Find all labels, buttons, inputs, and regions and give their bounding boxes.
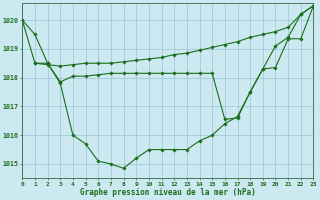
X-axis label: Graphe pression niveau de la mer (hPa): Graphe pression niveau de la mer (hPa) (80, 188, 256, 197)
